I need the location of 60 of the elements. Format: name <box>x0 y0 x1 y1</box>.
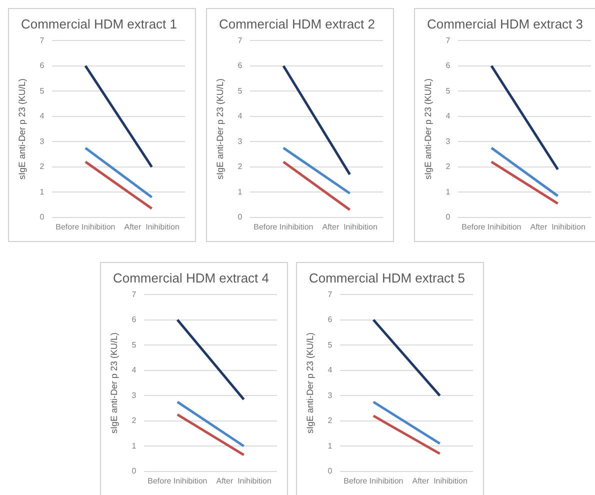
y-tick-label: 2 <box>328 416 333 426</box>
y-tick-label: 3 <box>328 390 333 400</box>
x-tick-label: After Inihibition <box>530 222 586 232</box>
y-tick-label: 1 <box>328 441 333 450</box>
y-tick-label: 5 <box>132 340 137 350</box>
y-tick-label: 5 <box>40 86 45 96</box>
y-tick-label: 6 <box>238 61 243 70</box>
x-tick-label: After Inihibition <box>412 476 468 486</box>
y-tick-label: 4 <box>446 112 451 121</box>
y-tick-label: 2 <box>132 416 137 426</box>
y-tick-label: 4 <box>132 366 137 375</box>
y-tick-label: 6 <box>328 315 333 324</box>
x-tick-label: After Inihibition <box>216 476 272 486</box>
y-tick-label: 4 <box>238 112 243 121</box>
y-tick-label: 3 <box>238 136 243 146</box>
y-tick-label: 0 <box>446 212 451 222</box>
y-axis-title: sIgE anti-Der p 23 (KU/L) <box>214 78 225 180</box>
x-tick-label: After Inihibition <box>124 222 180 232</box>
y-tick-label: 7 <box>40 36 45 45</box>
x-tick-label: Before Inihibition <box>462 222 522 232</box>
chart-title: Commercial HDM extract 4 <box>112 270 270 286</box>
chart-title: Commercial HDM extract 1 <box>20 16 178 32</box>
y-tick-label: 0 <box>328 466 333 476</box>
x-tick-label: Before Inihibition <box>344 476 404 486</box>
y-tick-label: 7 <box>132 290 137 299</box>
y-tick-label: 3 <box>40 136 45 146</box>
y-tick-label: 6 <box>446 61 451 70</box>
y-tick-label: 6 <box>132 315 137 324</box>
y-tick-label: 4 <box>328 366 333 375</box>
y-axis-title: sIgE anti-Der p 23 (KU/L) <box>16 78 27 180</box>
y-tick-label: 5 <box>446 86 451 96</box>
y-tick-label: 4 <box>40 112 45 121</box>
y-tick-label: 2 <box>446 162 451 172</box>
y-tick-label: 0 <box>132 466 137 476</box>
y-tick-label: 6 <box>40 61 45 70</box>
chart-title: Commercial HDM extract 5 <box>308 270 466 286</box>
y-tick-label: 7 <box>446 36 451 45</box>
y-tick-label: 7 <box>238 36 243 45</box>
y-tick-label: 0 <box>40 212 45 222</box>
y-tick-label: 2 <box>40 162 45 172</box>
y-tick-label: 3 <box>132 390 137 400</box>
y-axis-title: sIgE anti-Der p 23 (KU/L) <box>304 332 315 434</box>
y-axis-title: sIgE anti-Der p 23 (KU/L) <box>108 332 119 434</box>
x-tick-label: Before Inihibition <box>56 222 116 232</box>
y-tick-label: 3 <box>446 136 451 146</box>
chart-title: Commercial HDM extract 3 <box>426 16 584 32</box>
y-tick-label: 1 <box>132 441 137 450</box>
y-tick-label: 0 <box>238 212 243 222</box>
y-tick-label: 5 <box>238 86 243 96</box>
y-tick-label: 2 <box>238 162 243 172</box>
y-tick-label: 7 <box>328 290 333 299</box>
x-tick-label: After Inihibition <box>322 222 378 232</box>
y-tick-label: 1 <box>446 187 451 196</box>
y-axis-title: sIgE anti-Der p 23 (KU/L) <box>422 78 433 180</box>
x-tick-label: Before Inihibition <box>254 222 314 232</box>
y-tick-label: 1 <box>238 187 243 196</box>
y-tick-label: 1 <box>40 187 45 196</box>
x-tick-label: Before Inihibition <box>148 476 208 486</box>
y-tick-label: 5 <box>328 340 333 350</box>
chart-title: Commercial HDM extract 2 <box>218 16 376 32</box>
